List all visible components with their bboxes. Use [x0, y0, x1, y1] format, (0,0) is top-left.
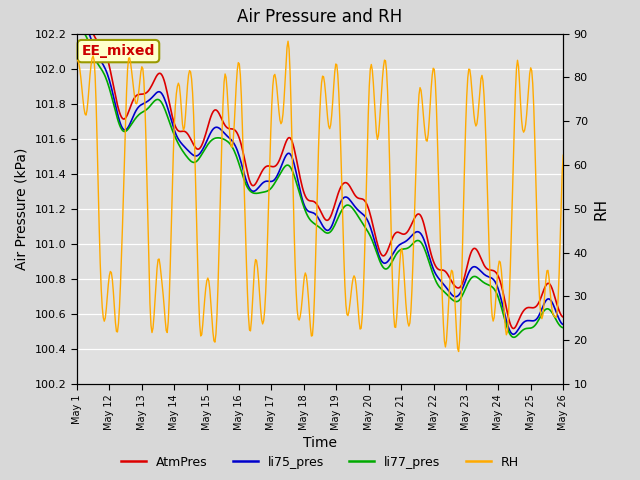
X-axis label: Time: Time [303, 436, 337, 450]
Title: Air Pressure and RH: Air Pressure and RH [237, 9, 403, 26]
Y-axis label: RH: RH [593, 198, 608, 220]
Text: EE_mixed: EE_mixed [82, 44, 155, 58]
Legend: AtmPres, li75_pres, li77_pres, RH: AtmPres, li75_pres, li77_pres, RH [116, 451, 524, 474]
Y-axis label: Air Pressure (kPa): Air Pressure (kPa) [15, 148, 29, 270]
